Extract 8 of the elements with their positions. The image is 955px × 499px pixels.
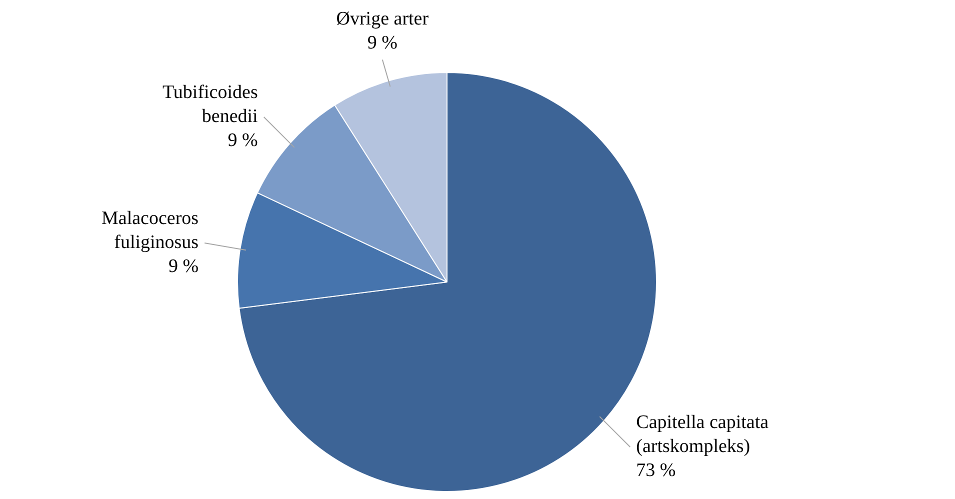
data-label: 9 % [168,256,199,277]
data-label: 73 % [636,460,676,481]
slice-label: Øvrige arter [336,8,430,30]
data-label: 9 % [228,130,258,151]
slice-label: Tubificoides benedii [162,82,258,127]
slice-label: Malacoceros fuliginosus [102,208,199,253]
data-label: 9 % [367,32,398,54]
slice-label: Capitella capitata (artskompleks) [636,412,770,457]
